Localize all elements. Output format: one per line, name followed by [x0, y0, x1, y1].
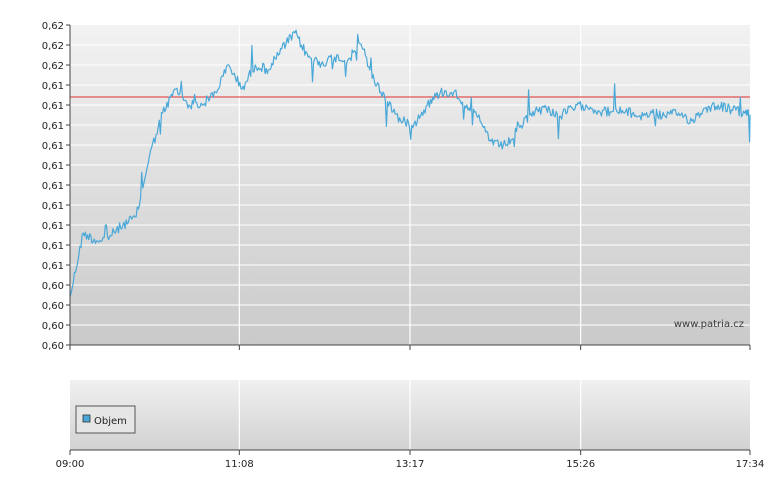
- x-tick-label: 09:00: [56, 459, 85, 470]
- x-tick-label: 13:17: [396, 459, 425, 470]
- y-tick-label: 0,60: [42, 321, 64, 332]
- y-tick-label: 0,60: [42, 341, 64, 352]
- x-tick-label: 11:08: [225, 459, 254, 470]
- legend: Objem: [75, 405, 136, 434]
- y-tick-label: 0,61: [42, 201, 64, 212]
- y-tick-label: 0,61: [42, 101, 64, 112]
- y-tick-label: 0,62: [42, 41, 64, 52]
- legend-swatch: [82, 414, 91, 423]
- y-tick-label: 0,62: [42, 21, 64, 32]
- y-tick-label: 0,61: [42, 81, 64, 92]
- price-series-line: [69, 29, 751, 298]
- y-tick-label: 0,61: [42, 141, 64, 152]
- y-tick-label: 0,61: [42, 181, 64, 192]
- y-tick-label: 0,61: [42, 221, 64, 232]
- y-tick-label: 0,61: [42, 121, 64, 132]
- y-tick-label: 0,61: [42, 241, 64, 252]
- y-tick-label: 0,60: [42, 281, 64, 292]
- legend-label: Objem: [94, 416, 127, 427]
- y-tick-label: 0,60: [42, 301, 64, 312]
- y-tick-label: 0,61: [42, 261, 64, 272]
- watermark: www.patria.cz: [674, 319, 744, 330]
- x-tick-label: 15:26: [566, 459, 595, 470]
- x-tick-label: 17:34: [736, 459, 765, 470]
- y-tick-label: 0,61: [42, 161, 64, 172]
- y-tick-label: 0,62: [42, 61, 64, 72]
